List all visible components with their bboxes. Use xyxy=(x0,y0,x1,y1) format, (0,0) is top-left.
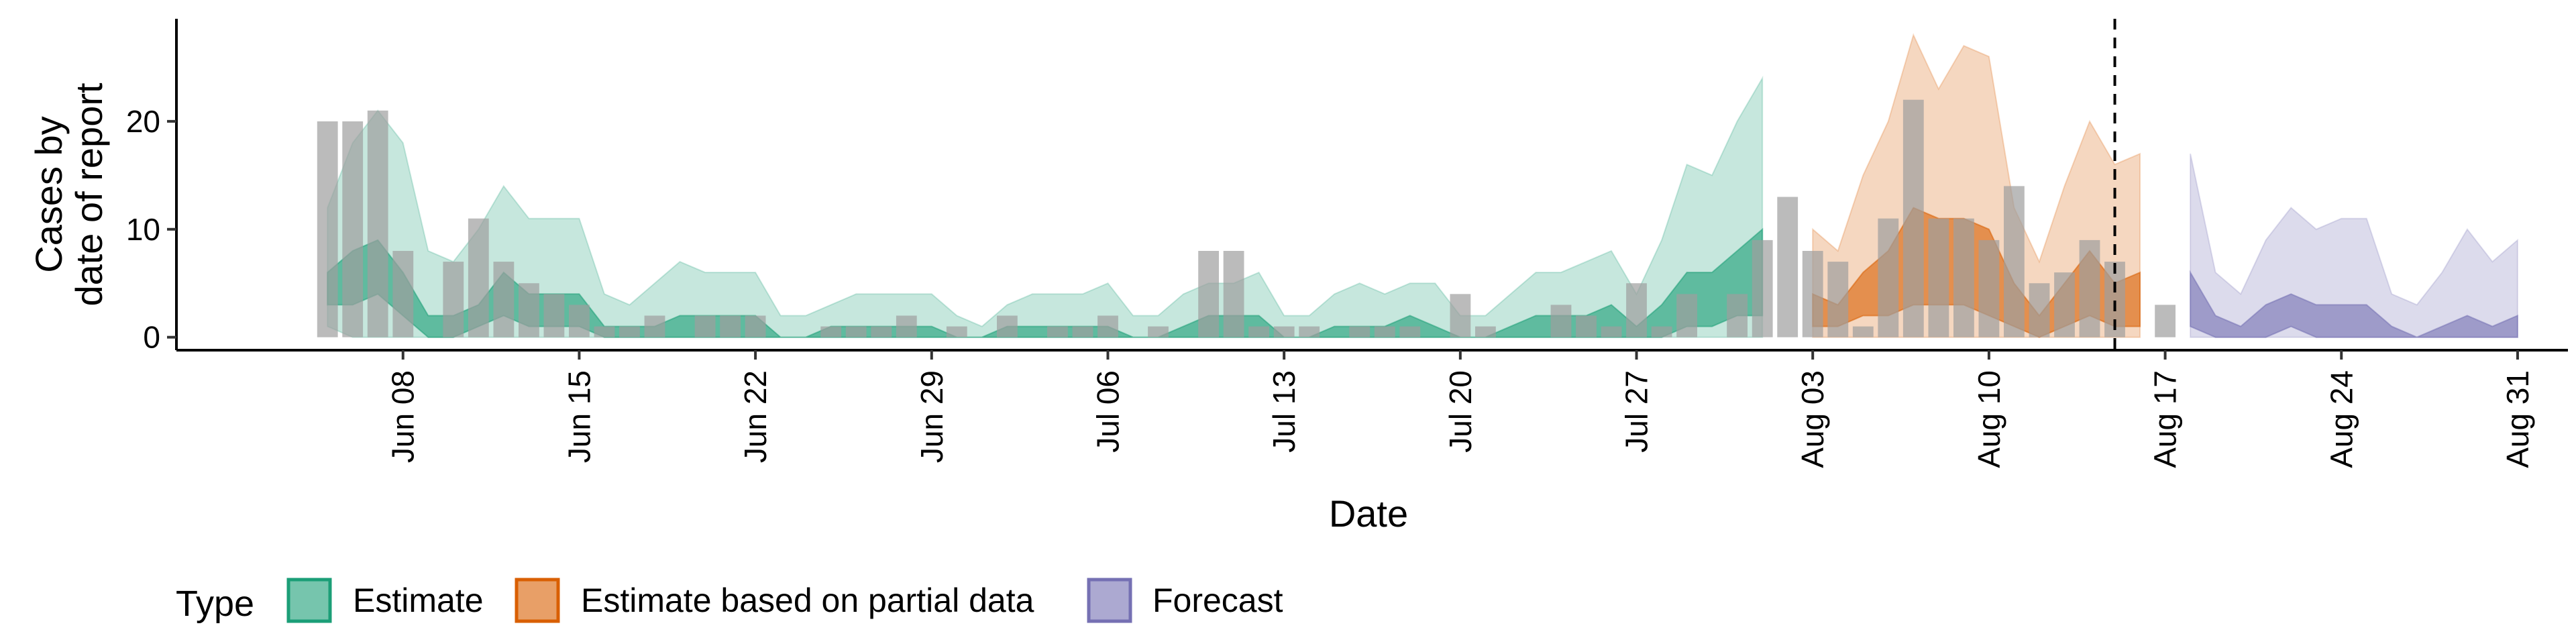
bar-2020-08-12 xyxy=(2029,283,2050,337)
bar-2020-06-27 xyxy=(871,326,892,337)
x-tick-label-aug-10: Aug 10 xyxy=(1972,370,2006,468)
bar-2020-08-04 xyxy=(1827,262,1849,337)
legend-key-partial xyxy=(515,578,560,623)
x-tick-label-jul-20: Jul 20 xyxy=(1443,370,1478,453)
bar-2020-07-16 xyxy=(1349,326,1371,337)
bar-2020-06-21 xyxy=(720,315,741,337)
bar-2020-06-26 xyxy=(845,326,867,337)
bar-2020-08-14 xyxy=(2079,239,2100,337)
legend-label-estimate: Estimate xyxy=(353,582,484,619)
bar-2020-06-07 xyxy=(367,110,388,337)
y-axis-title-line-2: date of report xyxy=(68,83,110,307)
bar-2020-06-15 xyxy=(569,305,590,337)
axes: 0 10 20 Jun 08 Jun 15 Jun 22 Jun 29 Jul 06 Jul 1… xyxy=(126,19,2568,468)
y-axis-title-group: Cases by date of report xyxy=(28,83,110,307)
bar-2020-06-06 xyxy=(342,121,364,337)
bar-2020-06-16 xyxy=(594,326,615,337)
bar-2020-08-17 xyxy=(2155,305,2176,337)
band-50-forecast xyxy=(2190,270,2518,338)
bar-2020-07-12 xyxy=(1248,326,1269,337)
bar-2020-06-13 xyxy=(519,283,539,337)
bar-2020-07-11 xyxy=(1223,251,1244,337)
x-tick-label-jun-22: Jun 22 xyxy=(738,370,773,463)
bar-2020-07-26 xyxy=(1601,326,1622,337)
y-tick-label-10: 10 xyxy=(126,212,160,247)
bar-2020-08-02 xyxy=(1777,197,1799,337)
x-tick-label-jul-27: Jul 27 xyxy=(1619,370,1654,453)
bar-2020-07-28 xyxy=(1651,326,1672,337)
bar-2020-08-06 xyxy=(1878,218,1899,337)
legend-label-forecast: Forecast xyxy=(1152,582,1283,619)
bar-2020-07-20 xyxy=(1450,294,1471,337)
bar-2020-06-12 xyxy=(493,262,515,337)
x-tick-label-jul-13: Jul 13 xyxy=(1267,370,1301,453)
legend-key-forecast xyxy=(1087,578,1132,623)
x-tick-label-aug-24: Aug 24 xyxy=(2324,370,2359,468)
legend-key-estimate xyxy=(286,578,332,623)
bar-2020-07-10 xyxy=(1198,251,1219,337)
legend: Type Estimate Estimate based on partial … xyxy=(176,578,1283,624)
bar-2020-06-14 xyxy=(543,294,565,337)
bar-2020-07-18 xyxy=(1399,326,1421,337)
bar-2020-07-05 xyxy=(1072,326,1093,337)
bar-2020-08-10 xyxy=(1978,239,2000,337)
y-axis-title-line-1: Cases by xyxy=(28,116,70,272)
x-tick-label-jun-15: Jun 15 xyxy=(561,370,596,463)
bar-2020-06-18 xyxy=(644,315,665,337)
x-axis-title-group: Date xyxy=(1329,492,1408,535)
bar-2020-07-17 xyxy=(1374,326,1395,337)
bar-2020-08-11 xyxy=(2004,186,2025,337)
bar-2020-06-08 xyxy=(392,251,414,337)
bar-2020-08-09 xyxy=(1953,218,1974,337)
bar-2020-07-04 xyxy=(1047,326,1068,337)
bar-2020-07-27 xyxy=(1626,283,1647,337)
x-tick-label-aug-17: Aug 17 xyxy=(2148,370,2183,468)
band-layer xyxy=(327,33,2518,338)
bar-2020-07-29 xyxy=(1676,294,1697,337)
bar-2020-08-03 xyxy=(1802,251,1823,337)
bar-2020-06-25 xyxy=(820,326,842,337)
bar-2020-06-20 xyxy=(694,315,716,337)
y-tick-label-0: 0 xyxy=(143,320,160,355)
bar-2020-06-28 xyxy=(896,315,917,337)
bar-2020-07-14 xyxy=(1299,326,1320,337)
y-tick-label-20: 20 xyxy=(126,104,160,139)
bar-2020-08-07 xyxy=(1902,99,1924,337)
bar-2020-06-22 xyxy=(745,315,766,337)
bar-2020-07-31 xyxy=(1727,294,1748,337)
legend-label-partial: Estimate based on partial data xyxy=(581,582,1034,619)
x-axis-title: Date xyxy=(1329,492,1408,535)
bar-2020-08-13 xyxy=(2054,272,2075,337)
bar-2020-07-25 xyxy=(1576,315,1597,337)
bar-2020-08-08 xyxy=(1928,218,1949,337)
x-tick-label-jun-08: Jun 08 xyxy=(386,370,421,463)
bar-layer xyxy=(317,99,2176,337)
bar-2020-08-01 xyxy=(1752,239,1773,337)
x-tick-label-aug-31: Aug 31 xyxy=(2500,370,2535,468)
bar-2020-07-02 xyxy=(997,315,1018,337)
legend-title: Type xyxy=(176,584,254,624)
bar-2020-08-05 xyxy=(1852,326,1874,337)
bar-2020-06-11 xyxy=(468,218,489,337)
bar-2020-07-06 xyxy=(1097,315,1118,337)
x-tick-label-aug-03: Aug 03 xyxy=(1795,370,1830,468)
bar-2020-06-30 xyxy=(946,326,967,337)
x-tick-label-jun-29: Jun 29 xyxy=(914,370,949,463)
bar-2020-06-17 xyxy=(619,326,640,337)
bar-2020-07-13 xyxy=(1273,326,1295,337)
bar-2020-07-21 xyxy=(1475,326,1496,337)
x-tick-label-jul-06: Jul 06 xyxy=(1091,370,1126,453)
bar-2020-06-10 xyxy=(443,262,464,337)
bar-2020-07-24 xyxy=(1550,305,1572,337)
bar-2020-07-08 xyxy=(1148,326,1169,337)
bar-2020-06-05 xyxy=(317,121,338,337)
